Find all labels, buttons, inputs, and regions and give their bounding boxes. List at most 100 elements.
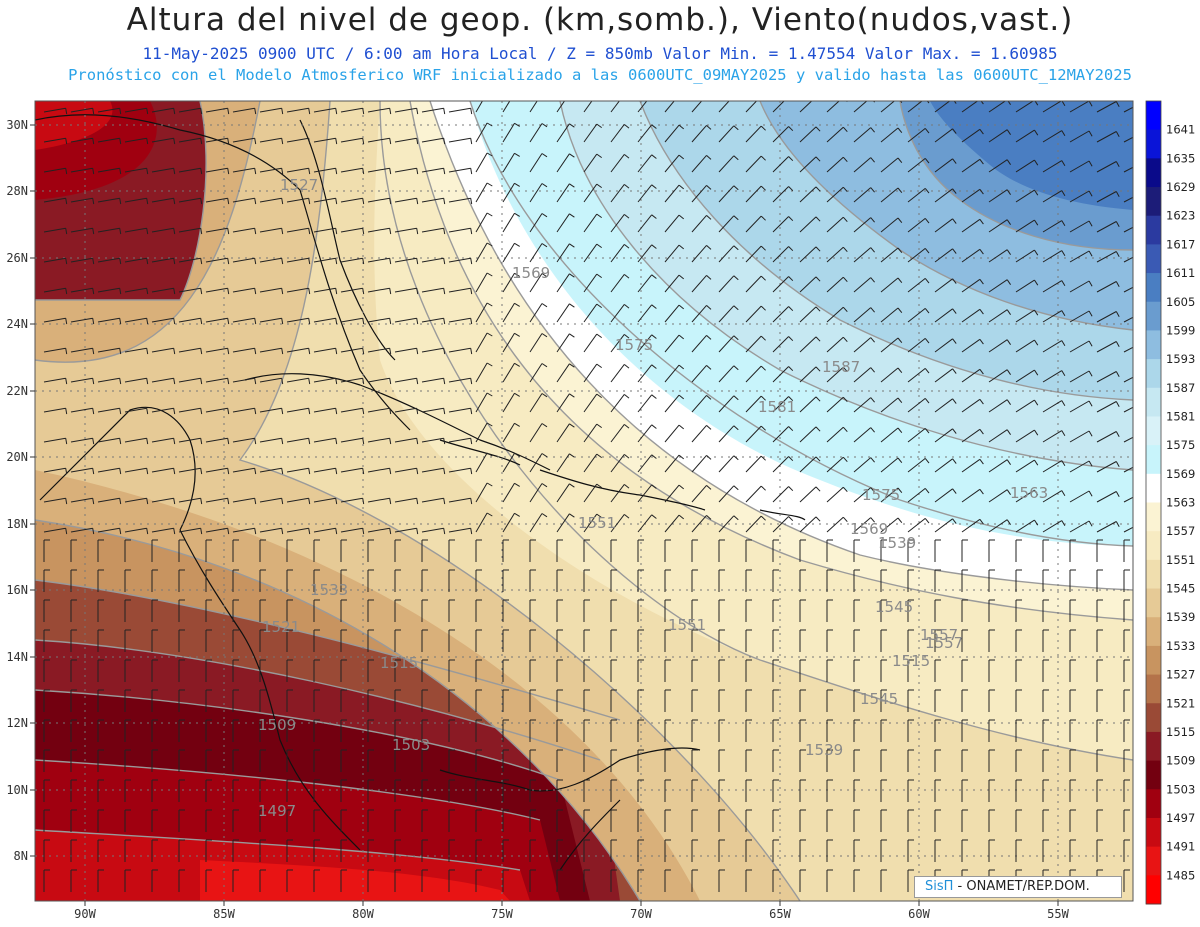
colorbar-label: 1563 xyxy=(1166,496,1195,510)
colorbar-label: 1503 xyxy=(1166,782,1195,796)
colorbar-swatch xyxy=(1146,215,1161,245)
colorbar-label: 1635 xyxy=(1166,151,1195,165)
colorbar-swatch xyxy=(1146,473,1161,503)
lon-tick-label: 70W xyxy=(630,907,652,921)
contour-label: 1557 xyxy=(925,634,963,652)
colorbar-label: 1605 xyxy=(1166,295,1195,309)
lon-tick-label: 75W xyxy=(491,907,513,921)
colorbar-swatch xyxy=(1146,101,1161,131)
colorbar-label: 1539 xyxy=(1166,610,1195,624)
colorbar-swatch xyxy=(1146,559,1161,590)
contour-label: 1551 xyxy=(578,514,616,532)
colorbar-swatch xyxy=(1146,703,1161,733)
contour-label: 1545 xyxy=(875,598,913,616)
colorbar-label: 1545 xyxy=(1166,582,1195,596)
contour-label: 1515 xyxy=(380,654,418,672)
colorbar-label: 1491 xyxy=(1166,840,1195,854)
colorbar-swatch xyxy=(1146,445,1161,475)
colorbar: 1641 1635 1629 1623 1617 1611 1605 1599 1593 1587… xyxy=(1145,100,1195,905)
lon-tick-label: 80W xyxy=(352,907,374,921)
lon-tick-label: 55W xyxy=(1047,907,1069,921)
contour-label: 1533 xyxy=(310,581,348,599)
colorbar-swatch xyxy=(1146,158,1161,188)
latitude-axis: 30N 28N 26N 24N 22N 20N 18N 16N 14N 12N 10N 8N xyxy=(6,118,35,863)
colorbar-swatch xyxy=(1146,129,1161,159)
lat-tick-label: 10N xyxy=(6,783,28,797)
map-title: Altura del nivel de geop. (km,somb.), Vi… xyxy=(126,2,1074,38)
lat-tick-label: 24N xyxy=(6,317,28,331)
colorbar-swatch xyxy=(1146,731,1161,762)
colorbar-swatch xyxy=(1146,588,1161,618)
lat-tick-label: 8N xyxy=(14,849,28,863)
colorbar-label: 1611 xyxy=(1166,266,1195,280)
colorbar-label: 1629 xyxy=(1166,180,1195,194)
lat-tick-label: 18N xyxy=(6,517,28,531)
contour-label: 1581 xyxy=(758,398,796,416)
colorbar-label: 1527 xyxy=(1166,668,1195,682)
colorbar-swatch xyxy=(1146,273,1161,303)
colorbar-label: 1497 xyxy=(1166,811,1195,825)
contour-label: 1545 xyxy=(860,690,898,708)
wind-barbs xyxy=(43,101,1133,892)
colorbar-swatch xyxy=(1146,817,1161,848)
lat-tick-label: 12N xyxy=(6,716,28,730)
contour-label: 1569 xyxy=(850,520,888,538)
map-subtitle-model-info: Pronóstico con el Modelo Atmosferico WRF… xyxy=(68,66,1132,84)
contour-label: 1587 xyxy=(822,358,860,376)
lat-tick-label: 14N xyxy=(6,650,28,664)
contour-label: 1539 xyxy=(805,741,843,759)
colorbar-swatch xyxy=(1146,789,1161,819)
contour-labels: 1569 1575 1587 1581 1575 1569 1563 1557 1551 1545… xyxy=(258,176,1048,820)
lon-tick-label: 65W xyxy=(769,907,791,921)
colorbar-swatch xyxy=(1146,244,1161,274)
colorbar-swatch xyxy=(1146,359,1161,389)
colorbar-label: 1575 xyxy=(1166,438,1195,452)
colorbar-label: 1623 xyxy=(1166,209,1195,223)
contour-label: 1557 xyxy=(920,626,958,644)
contour-label: 1575 xyxy=(862,486,900,504)
lon-tick-label: 90W xyxy=(74,907,96,921)
contour-label: 1527 xyxy=(280,176,318,194)
lon-tick-label: 85W xyxy=(213,907,235,921)
lat-tick-label: 30N xyxy=(6,118,28,132)
credit-text: - ONAMET/REP.DOM. xyxy=(953,879,1090,894)
plot-frame xyxy=(34,100,1134,902)
contour-label: 1563 xyxy=(1010,484,1048,502)
colorbar-swatch xyxy=(1146,531,1161,561)
lon-tick-label: 60W xyxy=(908,907,930,921)
colorbar-swatch xyxy=(1146,617,1161,647)
colorbar-swatch xyxy=(1146,645,1161,676)
colorbar-label: 1599 xyxy=(1166,323,1195,337)
colorbar-frame xyxy=(1145,100,1162,905)
colorbar-label: 1581 xyxy=(1166,409,1195,423)
colorbar-swatch xyxy=(1146,387,1161,417)
contour-label: 1503 xyxy=(392,736,430,754)
lat-tick-label: 20N xyxy=(6,450,28,464)
colorbar-label: 1521 xyxy=(1166,696,1195,710)
colorbar-label: 1557 xyxy=(1166,524,1195,538)
contour-label: 1521 xyxy=(262,618,300,636)
lat-tick-label: 16N xyxy=(6,583,28,597)
contour-label: 1539 xyxy=(878,534,916,552)
lat-tick-label: 26N xyxy=(6,251,28,265)
colorbar-label: 1593 xyxy=(1166,352,1195,366)
colorbar-label: 1641 xyxy=(1166,123,1195,137)
longitude-axis: 90W 85W 80W 75W 70W 65W 60W 55W xyxy=(74,901,1070,921)
colorbar-swatch xyxy=(1146,846,1161,876)
colorbar-label: 1515 xyxy=(1166,725,1195,739)
map-subtitle-valid-time: 11-May-2025 0900 UTC / 6:00 am Hora Loca… xyxy=(142,44,1058,63)
colorbar-label: 1485 xyxy=(1166,868,1195,882)
contour-label: 1509 xyxy=(258,716,296,734)
colorbar-label: 1533 xyxy=(1166,639,1195,653)
colorbar-swatch xyxy=(1146,187,1161,217)
colorbar-label: 1551 xyxy=(1166,553,1195,567)
coastlines xyxy=(35,114,806,871)
contour-label: 1551 xyxy=(668,616,706,634)
colorbar-swatch xyxy=(1146,502,1161,532)
contour-label: 1569 xyxy=(512,264,550,282)
colorbar-swatch xyxy=(1146,674,1161,704)
colorbar-label: 1509 xyxy=(1166,754,1195,768)
contour-label: 1515 xyxy=(892,652,930,670)
colorbar-label: 1587 xyxy=(1166,381,1195,395)
